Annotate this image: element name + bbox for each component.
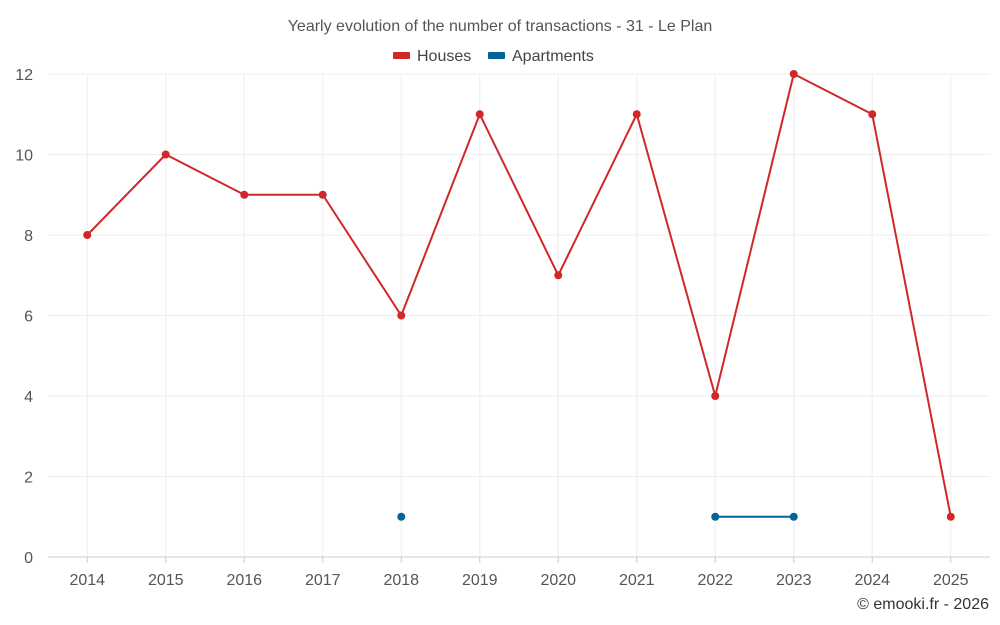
series-line-houses — [86, 73, 952, 517]
grid — [48, 73, 990, 557]
credit-text: © emooki.fr - 2026 — [857, 596, 989, 613]
data-point-houses[interactable] — [83, 231, 92, 239]
data-point-houses[interactable] — [475, 110, 484, 119]
x-tick-label: 2018 — [383, 572, 419, 589]
data-point-houses[interactable] — [789, 70, 798, 78]
x-tick-label: 2021 — [619, 572, 655, 589]
x-tick-label: 2015 — [148, 572, 184, 589]
series-layer — [83, 70, 955, 521]
legend-swatch-apartments[interactable] — [488, 52, 505, 59]
data-point-houses[interactable] — [397, 311, 406, 320]
data-point-houses[interactable] — [318, 190, 327, 199]
y-tick-label: 4 — [24, 389, 33, 406]
x-tick-label: 2019 — [462, 572, 498, 589]
legend: Houses Apartments — [393, 48, 594, 65]
x-tick-label: 2025 — [933, 572, 969, 589]
y-tick-label: 8 — [24, 228, 33, 245]
chart-title: Yearly evolution of the number of transa… — [288, 18, 713, 35]
data-point-houses[interactable] — [161, 150, 170, 159]
data-point-houses[interactable] — [240, 190, 249, 199]
x-tick-label: 2023 — [776, 572, 812, 589]
axes: 0 2 4 6 8 10 12 2014 2015 2016 2017 2018 2019 2020 202… — [15, 67, 990, 589]
x-tick-label: 2022 — [697, 572, 733, 589]
x-tick-label: 2020 — [540, 572, 576, 589]
x-tick-label: 2016 — [226, 572, 262, 589]
x-tick-label: 2014 — [69, 572, 105, 589]
legend-label-apartments[interactable]: Apartments — [512, 48, 594, 65]
x-tick-label: 2017 — [305, 572, 341, 589]
y-tick-label: 6 — [24, 309, 33, 326]
data-point-houses[interactable] — [868, 110, 877, 119]
data-point-houses[interactable] — [554, 271, 563, 280]
data-point-houses[interactable] — [632, 110, 641, 119]
legend-label-houses[interactable]: Houses — [417, 48, 471, 65]
data-point-houses[interactable] — [711, 392, 720, 400]
y-tick-label: 12 — [15, 67, 33, 84]
data-point-houses[interactable] — [946, 512, 955, 521]
data-point-apartments[interactable] — [711, 512, 720, 521]
x-tick-label: 2024 — [854, 572, 890, 589]
legend-swatch-houses[interactable] — [393, 52, 410, 59]
data-point-apartments[interactable] — [397, 512, 406, 521]
y-tick-label: 2 — [24, 470, 33, 487]
data-point-apartments[interactable] — [789, 512, 798, 521]
y-tick-label: 10 — [15, 148, 33, 165]
y-tick-label: 0 — [24, 550, 33, 567]
